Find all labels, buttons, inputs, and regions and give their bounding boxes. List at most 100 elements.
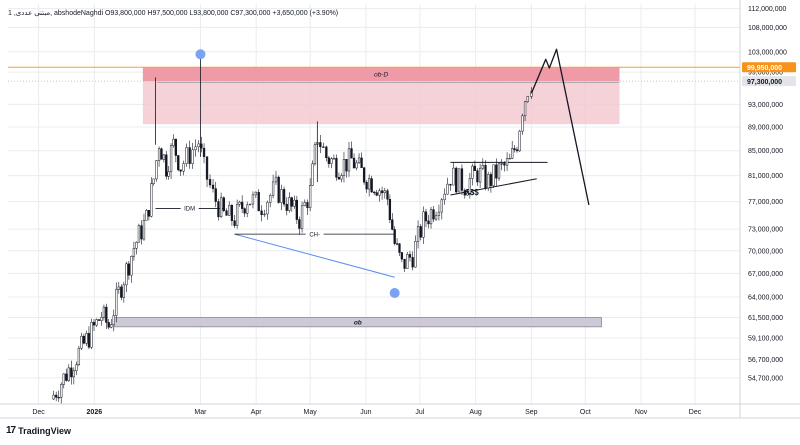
candle-body	[398, 243, 401, 253]
candle-body	[383, 190, 386, 194]
price-tag-label: 97,300,000	[747, 79, 782, 86]
tradingview-brand[interactable]: 17 TradingView	[6, 425, 71, 436]
candle-body	[523, 101, 527, 117]
candle-body	[222, 197, 225, 211]
candle-body	[411, 257, 414, 268]
candle-body	[526, 96, 529, 102]
candle-body	[434, 215, 438, 220]
candle-body	[380, 190, 384, 194]
tradingview-brand-label: TradingView	[18, 425, 71, 436]
candle-body	[505, 158, 509, 166]
candle-body	[406, 254, 409, 269]
candle-body	[303, 202, 306, 206]
candle-body	[197, 143, 200, 148]
candle-body	[352, 157, 356, 169]
candle-body	[282, 189, 286, 205]
candle-body	[476, 170, 479, 183]
candle-body	[120, 286, 123, 298]
candle-body	[388, 199, 392, 220]
candle-body	[67, 367, 70, 381]
x-tick-label: Jul	[415, 409, 424, 416]
y-tick-label: 103,000,000	[748, 49, 787, 56]
candle-body	[105, 306, 108, 323]
candle-body	[327, 157, 331, 164]
candle-body	[319, 142, 322, 148]
candle-body	[145, 209, 148, 221]
candle-body	[92, 321, 96, 326]
candle-body	[309, 184, 312, 209]
candle-body	[322, 146, 325, 148]
projection-path	[530, 48, 590, 206]
candle-body	[342, 159, 346, 176]
candle-body	[452, 167, 455, 186]
y-tick-label: 67,000,000	[748, 271, 783, 278]
candle-body	[500, 163, 503, 165]
trend-line-blue	[234, 233, 395, 278]
candle-body	[135, 241, 138, 249]
structure-label-bg	[305, 230, 324, 239]
candle-body	[254, 191, 257, 196]
candle-body	[521, 115, 524, 132]
y-tick-label: 56,700,000	[748, 357, 783, 364]
candle-body	[110, 324, 113, 328]
candle-body	[355, 162, 358, 169]
zone-label: ob-D	[374, 72, 388, 79]
candle-body	[497, 163, 501, 179]
y-tick-label: 54,700,000	[748, 375, 783, 382]
structure-label: IDM	[184, 207, 195, 213]
candle-body	[274, 176, 278, 183]
candle-body	[495, 164, 498, 179]
candle-body	[112, 315, 115, 325]
price-tag-bg	[742, 62, 796, 73]
zone-label: ob	[354, 320, 362, 327]
y-tick-label: 70,000,000	[748, 248, 783, 255]
candle-body	[179, 169, 182, 172]
candle-body	[238, 201, 241, 205]
candle-body	[140, 225, 143, 240]
candle-body	[285, 203, 288, 211]
candle-body	[298, 219, 301, 229]
structure-label: CH-	[309, 232, 320, 238]
candle-body	[277, 176, 280, 203]
x-tick-label: Nov	[635, 409, 648, 416]
candle-body	[115, 289, 118, 316]
candle-body	[235, 203, 239, 226]
tradingview-logo-icon: 17	[6, 425, 16, 436]
candle-body	[340, 175, 343, 180]
candle-body	[65, 373, 68, 381]
candle-body	[208, 179, 212, 186]
candle-body	[219, 197, 223, 218]
candle-body	[214, 188, 217, 202]
candle-body	[332, 158, 336, 160]
y-tick-label: 108,000,000	[748, 25, 787, 32]
candle-body	[185, 147, 188, 164]
candle-body	[188, 147, 191, 164]
zone-supply-dark	[142, 66, 620, 82]
candle-body	[228, 205, 231, 216]
candle-body	[429, 209, 433, 225]
candle-body	[60, 384, 63, 398]
candle-body	[466, 193, 469, 196]
x-tick-label: 2026	[87, 409, 103, 416]
candle-body	[391, 219, 394, 230]
candle-body	[290, 197, 293, 207]
candle-body	[347, 148, 351, 172]
candle-body	[137, 225, 141, 243]
y-tick-label: 81,000,000	[748, 173, 783, 180]
candle-body	[288, 197, 291, 211]
candle-body	[165, 154, 168, 177]
candle-body	[82, 335, 86, 344]
candle-layer	[52, 54, 533, 404]
candle-body	[230, 205, 234, 221]
candle-body	[362, 167, 366, 183]
candle-body	[478, 167, 482, 183]
candle-body	[132, 248, 136, 257]
candle-body	[473, 165, 477, 171]
candle-body	[471, 165, 474, 179]
candle-body	[125, 263, 128, 286]
candle-body	[293, 199, 296, 207]
candle-body	[162, 154, 166, 160]
candle-body	[492, 164, 495, 186]
